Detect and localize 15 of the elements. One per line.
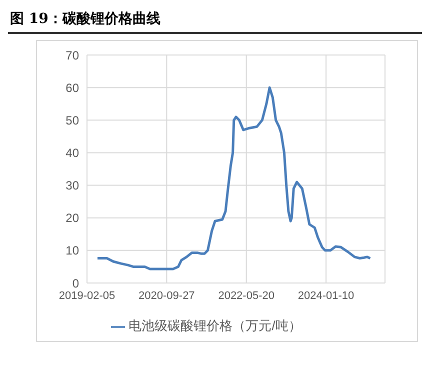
y-tick-label: 60 xyxy=(66,80,80,95)
legend-label: 电池级碳酸锂价格（万元/吨） xyxy=(128,318,302,333)
chart-title: 图 19：碳酸锂价格曲线 xyxy=(8,8,422,34)
y-tick-label: 30 xyxy=(66,178,80,193)
x-tick-label: 2019-02-05 xyxy=(58,290,116,302)
y-tick-label: 50 xyxy=(66,113,80,128)
y-tick-label: 20 xyxy=(66,211,80,226)
y-tick-label: 0 xyxy=(72,276,80,290)
y-tick-label: 70 xyxy=(66,48,80,62)
x-tick-label: 2022-05-20 xyxy=(218,290,274,302)
y-tick-label: 10 xyxy=(66,244,80,258)
y-tick-label: 40 xyxy=(66,146,80,160)
line-series xyxy=(96,86,372,270)
x-tick-label: 2020-09-27 xyxy=(138,290,195,302)
x-tick-label: 2024-01-10 xyxy=(298,290,354,302)
